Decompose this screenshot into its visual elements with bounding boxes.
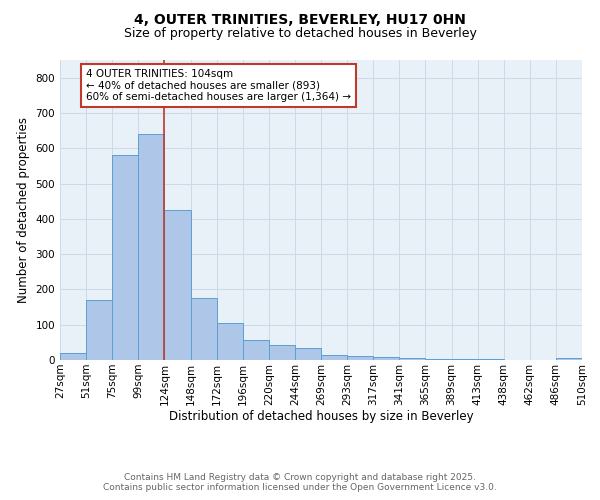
Text: 4 OUTER TRINITIES: 104sqm
← 40% of detached houses are smaller (893)
60% of semi: 4 OUTER TRINITIES: 104sqm ← 40% of detac…	[86, 69, 351, 102]
Bar	[217, 323, 243, 360]
Bar	[425, 358, 452, 360]
Bar	[556, 358, 582, 360]
Bar	[400, 358, 425, 360]
Bar	[373, 357, 400, 360]
Text: Size of property relative to detached houses in Beverley: Size of property relative to detached ho…	[124, 28, 476, 40]
Bar	[60, 353, 86, 360]
Bar	[452, 359, 478, 360]
Y-axis label: Number of detached properties: Number of detached properties	[17, 117, 30, 303]
Bar	[139, 134, 164, 360]
X-axis label: Distribution of detached houses by size in Beverley: Distribution of detached houses by size …	[169, 410, 473, 424]
Text: Contains HM Land Registry data © Crown copyright and database right 2025.
Contai: Contains HM Land Registry data © Crown c…	[103, 473, 497, 492]
Bar	[269, 345, 295, 360]
Bar	[191, 298, 217, 360]
Bar	[112, 156, 139, 360]
Bar	[321, 354, 347, 360]
Text: 4, OUTER TRINITIES, BEVERLEY, HU17 0HN: 4, OUTER TRINITIES, BEVERLEY, HU17 0HN	[134, 12, 466, 26]
Bar	[164, 210, 191, 360]
Bar	[295, 348, 321, 360]
Bar	[86, 300, 112, 360]
Bar	[347, 356, 373, 360]
Bar	[242, 340, 269, 360]
